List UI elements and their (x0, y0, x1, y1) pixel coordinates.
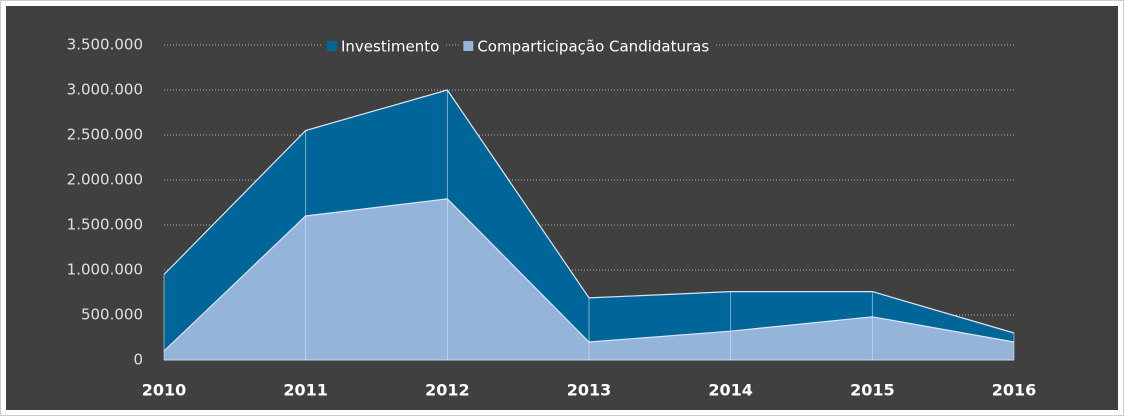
legend-label: Investimento (341, 38, 439, 56)
x-tick-label: 2016 (992, 381, 1037, 400)
x-tick-label: 2015 (850, 381, 895, 400)
y-tick-label: 3.500.000 (67, 36, 143, 54)
y-tick-label: 500.000 (81, 306, 143, 324)
y-tick-label: 1.000.000 (67, 261, 143, 279)
legend-swatch (327, 41, 337, 51)
legend-swatch (463, 41, 474, 51)
y-tick-label: 1.500.000 (67, 216, 143, 234)
legend-background (323, 36, 446, 56)
legend-background (459, 36, 716, 56)
x-tick-label: 2012 (425, 381, 470, 400)
y-tick-label: 0 (133, 351, 143, 369)
x-tick-label: 2010 (142, 381, 187, 400)
x-tick-label: 2011 (283, 381, 328, 400)
x-tick-label: 2013 (567, 381, 612, 400)
x-tick-label: 2014 (708, 381, 753, 400)
y-tick-label: 2.500.000 (67, 126, 143, 144)
legend-label: Comparticipação Candidaturas (477, 38, 709, 56)
area (164, 198, 1014, 360)
y-tick-label: 3.000.000 (67, 81, 143, 99)
y-tick-label: 2.000.000 (67, 171, 143, 189)
